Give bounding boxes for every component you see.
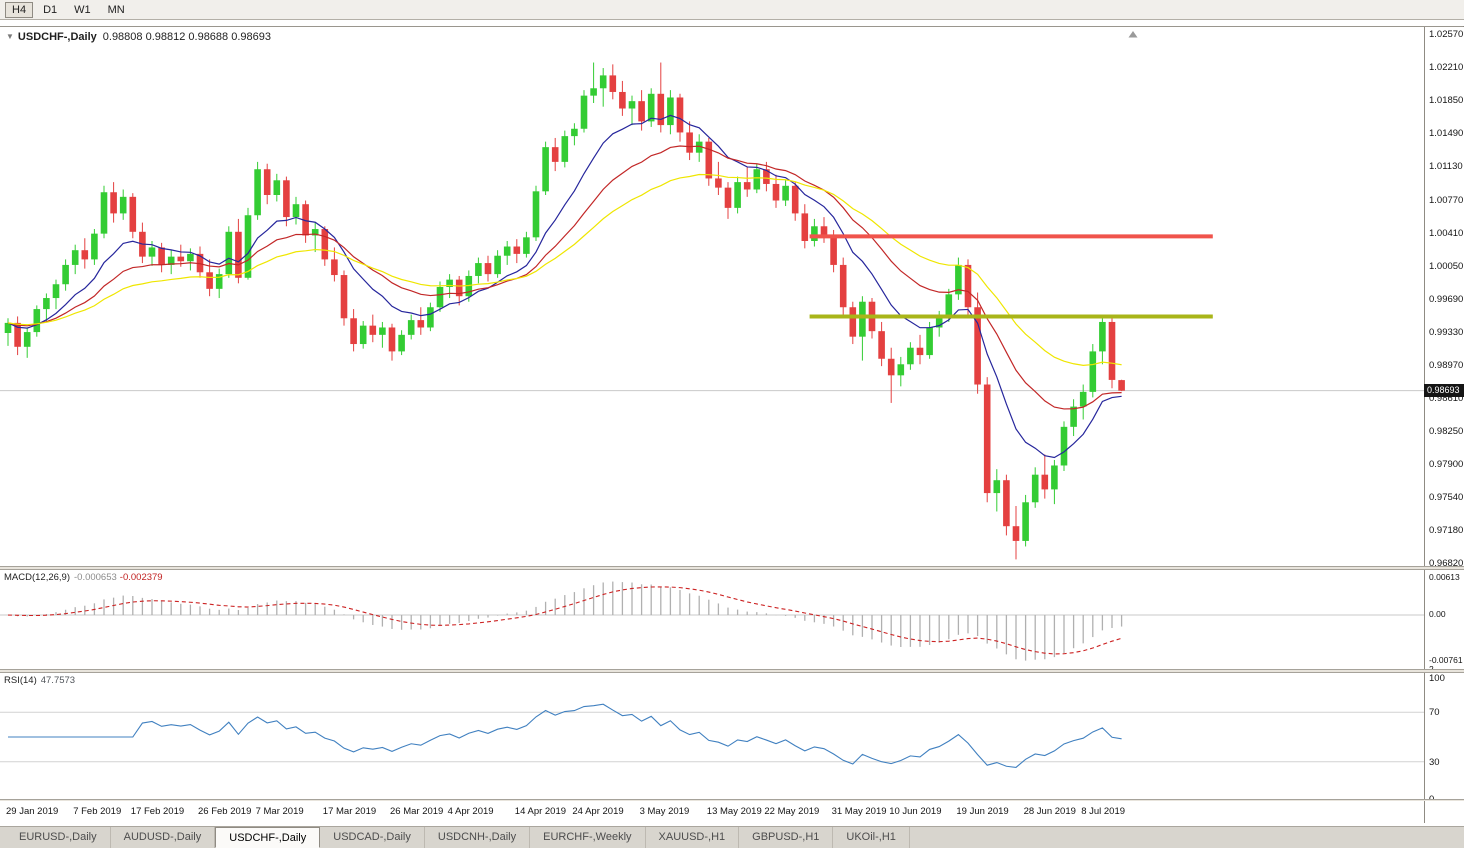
chart-title: ▼ USDCHF-,Daily 0.98808 0.98812 0.98688 0.… (6, 31, 271, 43)
price-axis-label: 1.01130 (1429, 161, 1463, 173)
macd-chart[interactable] (0, 570, 1424, 669)
price-axis: 1.02570 1.02210 1.01850 1.01490 1.01130 1.007… (1424, 27, 1464, 566)
price-axis-label: 0.99330 (1429, 327, 1464, 339)
macd-main-value: -0.000653 (74, 572, 117, 583)
macd-axis-label: -0.007612 (1429, 655, 1463, 670)
rsi-line (8, 703, 1122, 768)
price-axis-label: 0.97900 (1429, 458, 1464, 470)
rsi-panel[interactable]: RSI(14)47.7573 100 70 30 0 (0, 673, 1464, 799)
ma-34-line (7, 173, 1122, 366)
tab-audusd-daily[interactable]: AUDUSD-,Daily (111, 827, 216, 848)
rsi-value: 47.7573 (40, 675, 76, 686)
date-label: 10 Jun 2019 (889, 806, 942, 817)
tab-eurchf-weekly[interactable]: EURCHF-,Weekly (530, 827, 646, 848)
date-label: 4 Apr 2019 (447, 806, 494, 817)
rsi-axis: 100 70 30 0 (1424, 673, 1464, 799)
tab-usdchf-daily[interactable]: USDCHF-,Daily (215, 827, 321, 848)
date-axis: 29 Jan 2019 7 Feb 2019 17 Feb 2019 26 Feb 2… (0, 801, 1424, 823)
date-label: 22 May 2019 (764, 806, 820, 817)
date-label: 17 Feb 2019 (130, 806, 185, 817)
rsi-chart[interactable] (0, 673, 1424, 799)
chart-window: ▼ USDCHF-,Daily 0.98808 0.98812 0.98688 0.… (0, 26, 1464, 823)
rsi-name: RSI(14) (4, 675, 37, 686)
tab-xauusd-h1[interactable]: XAUUSD-,H1 (646, 827, 740, 848)
date-label: 13 May 2019 (706, 806, 762, 817)
rsi-axis-label: 100 (1429, 673, 1445, 684)
price-axis-label: 0.98250 (1429, 426, 1464, 438)
collapse-triangle-icon[interactable]: ▼ (6, 32, 14, 41)
ma-10-line (7, 114, 1122, 459)
chart-ohlc-values: 0.98808 0.98812 0.98688 0.98693 (102, 31, 271, 43)
macd-signal-line (7, 586, 1122, 655)
candlestick-chart[interactable] (0, 27, 1424, 566)
price-axis-label: 0.97180 (1429, 524, 1464, 536)
date-label: 3 May 2019 (639, 806, 690, 817)
price-axis-label: 0.97540 (1429, 491, 1464, 503)
price-chart-panel[interactable]: ▼ USDCHF-,Daily 0.98808 0.98812 0.98688 0.… (0, 27, 1464, 566)
timeframe-w1-button[interactable]: W1 (74, 3, 91, 16)
tab-ukoil-h1[interactable]: UKOil-,H1 (833, 827, 910, 848)
rsi-axis-label: 70 (1429, 707, 1440, 719)
price-axis-label: 1.00050 (1429, 260, 1464, 272)
date-label: 17 Mar 2019 (322, 806, 377, 817)
macd-label: MACD(12,26,9) -0.000653 -0.002379 (4, 572, 163, 583)
price-axis-label: 1.01490 (1429, 128, 1464, 140)
macd-axis-label: 0.00613 (1429, 572, 1460, 582)
tab-usdcnh-daily[interactable]: USDCNH-,Daily (425, 827, 531, 848)
date-label: 26 Mar 2019 (390, 806, 444, 817)
price-axis-label: 1.01850 (1429, 95, 1464, 107)
timeframe-toolbar: H4 D1 W1 MN (0, 0, 1464, 20)
tab-eurusd-daily[interactable]: EURUSD-,Daily (6, 827, 111, 848)
panel-divider[interactable] (0, 566, 1464, 570)
price-axis-label: 1.02570 (1429, 29, 1464, 40)
date-label: 19 Jun 2019 (956, 806, 1009, 817)
rsi-label: RSI(14) 47.7573 (4, 675, 75, 686)
macd-signal-value: -0.002379 (119, 572, 163, 583)
date-label: 14 Apr 2019 (514, 806, 567, 817)
rsi-axis-label: 30 (1429, 756, 1440, 768)
date-label: 28 Jun 2019 (1023, 806, 1076, 817)
axis-corner (1424, 801, 1464, 823)
macd-axis-label: 0.00 (1429, 609, 1446, 620)
price-axis-label: 0.96820 (1429, 558, 1464, 566)
date-label: 26 Feb 2019 (198, 806, 252, 817)
price-axis-label: 0.98970 (1429, 360, 1464, 372)
tab-gbpusd-h1[interactable]: GBPUSD-,H1 (739, 827, 834, 848)
macd-histogram (16, 581, 1123, 661)
current-price-badge: 0.98693 (1424, 384, 1464, 398)
timeframe-h4-button[interactable]: H4 (5, 1, 34, 18)
timeframe-d1-button[interactable]: D1 (43, 3, 58, 16)
price-axis-label: 1.00410 (1429, 227, 1464, 239)
date-label: 8 Jul 2019 (1081, 806, 1126, 817)
chart-symbol-label: USDCHF-,Daily (17, 31, 97, 43)
date-label: 7 Feb 2019 (73, 806, 122, 817)
price-axis-label: 0.99690 (1429, 293, 1464, 305)
rsi-axis-label: 0 (1429, 794, 1434, 799)
chart-shift-marker-icon (1128, 31, 1138, 38)
macd-axis: 0.00613 0.00 -0.007612 (1424, 570, 1464, 669)
date-label: 29 Jan 2019 (6, 806, 59, 817)
ma-20-line (7, 145, 1122, 410)
date-label: 7 Mar 2019 (255, 806, 304, 817)
macd-panel[interactable]: MACD(12,26,9) -0.000653 -0.002379 0.00613 0… (0, 570, 1464, 669)
chart-tabs-bar: EURUSD-,Daily AUDUSD-,Daily USDCHF-,Dail… (0, 826, 1464, 848)
timeframe-mn-button[interactable]: MN (107, 3, 125, 16)
candles-layer (4, 62, 1125, 560)
date-label: 31 May 2019 (831, 806, 887, 817)
price-axis-label: 0.98610 (1429, 393, 1464, 405)
panel-divider[interactable] (0, 669, 1464, 673)
tab-usdcad-daily[interactable]: USDCAD-,Daily (320, 827, 425, 848)
macd-name: MACD(12,26,9) (4, 572, 70, 583)
price-axis-label: 1.00770 (1429, 194, 1464, 206)
date-label: 24 Apr 2019 (572, 806, 624, 817)
price-axis-label: 1.02210 (1429, 62, 1464, 74)
panel-divider[interactable] (0, 799, 1464, 801)
